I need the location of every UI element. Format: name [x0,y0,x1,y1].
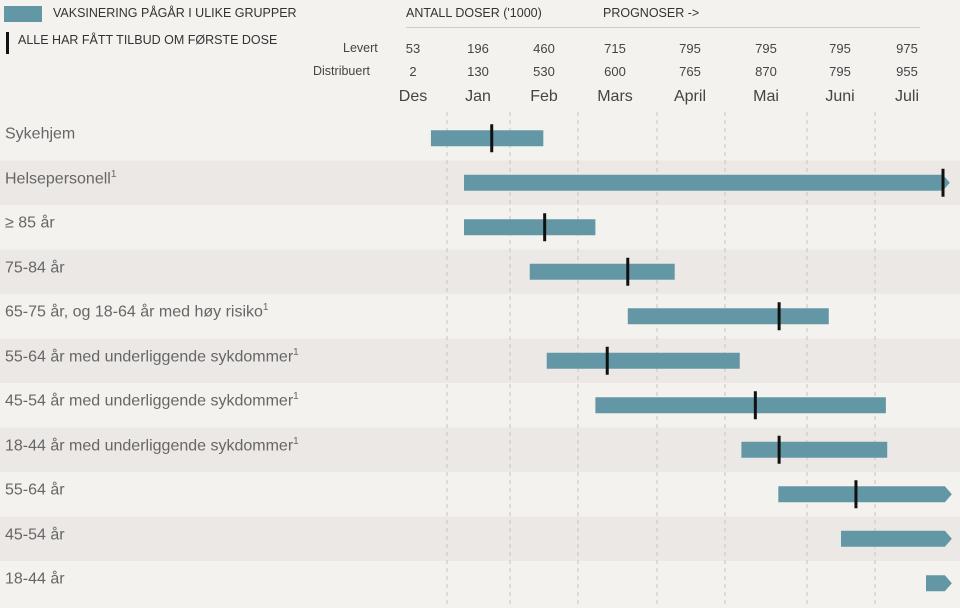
row-label-text: 65-75 år, og 18-64 år med høy risiko [5,303,263,321]
levert-value: 795 [755,41,777,56]
distribuert-value: 765 [679,64,701,79]
footnote-marker: 1 [293,346,299,358]
row-label: 55-64 år med underliggende sykdommer1 [5,347,299,366]
row-label-text: ≥ 85 år [5,214,55,232]
levert-value: 460 [533,41,555,56]
first-dose-marker [753,391,757,420]
month-label: Des [398,88,428,105]
vaccination-bar [546,352,740,369]
vaccination-bar [627,308,829,325]
footnote-marker: 1 [262,302,269,314]
distribuert-label: Distribuert [313,64,370,78]
row-label-text: 55-64 år [5,481,65,499]
vaccination-bar [464,174,950,191]
legend-marker-label: ALLE HAR FÅTT TILBUD OM FØRSTE DOSE [18,33,278,47]
distribuert-value: 130 [467,64,489,79]
vaccination-bar [595,397,886,414]
month-label: Mars [597,88,633,105]
row-label: 75-84 år [5,258,65,277]
first-dose-marker [626,257,630,286]
row-label: ≥ 85 år [5,213,55,232]
row-label-text: Helsepersonell [5,170,111,188]
row-label-text: 18-44 år [5,570,65,588]
legend-bar-swatch [4,6,42,22]
vaccination-bar [430,130,544,147]
levert-value: 975 [896,41,918,56]
row-label-text: Sykehjem [5,125,76,143]
vaccination-bar [778,486,952,503]
vaccination-bar [926,575,952,592]
first-dose-marker [490,124,494,153]
footnote-marker: 1 [293,391,299,403]
distribuert-value: 530 [533,64,555,79]
levert-value: 795 [829,41,851,56]
row-label: 18-44 år med underliggende sykdommer1 [5,436,299,455]
levert-value: 196 [467,41,489,56]
distribuert-value: 600 [604,64,626,79]
forecast-title: PROGNOSER -> [603,6,700,20]
row-band [0,249,960,294]
row-label: Sykehjem [5,124,75,143]
row-label-text: 75-84 år [5,259,65,277]
month-label: April [673,88,706,105]
distribuert-value: 795 [829,64,851,79]
row-label: 65-75 år, og 18-64 år med høy risiko1 [5,302,268,321]
distribuert-value: 2 [409,64,417,79]
month-label: Juli [894,88,919,105]
row-label-text: 45-54 år [5,526,65,544]
row-label-text: 18-44 år med underliggende sykdommer [5,437,294,455]
header-divider [406,27,920,28]
row-label-text: 45-54 år med underliggende sykdommer [5,392,294,410]
distribuert-value: 955 [896,64,918,79]
row-label: 45-54 år med underliggende sykdommer1 [5,391,299,410]
month-label: Mai [753,88,779,105]
vaccination-bar [464,219,596,236]
month-label: Feb [530,88,558,105]
legend-marker-swatch [6,32,9,54]
row-label-text: 55-64 år med underliggende sykdommer [5,348,294,366]
month-label: Juni [825,88,855,105]
distribuert-value: 870 [755,64,777,79]
levert-label: Levert [343,41,378,55]
legend-bar-label: VAKSINERING PÅGÅR I ULIKE GRUPPER [53,6,297,20]
levert-value: 715 [604,41,626,56]
first-dose-marker [543,213,547,242]
row-label: 55-64 år [5,480,65,499]
doses-title: ANTALL DOSER ('1000) [406,6,542,20]
vaccination-bar [741,441,888,458]
row-label: Helsepersonell1 [5,169,116,188]
vaccination-bar [529,263,675,280]
row-band [0,516,960,561]
first-dose-marker [777,435,781,464]
row-label: 45-54 år [5,525,65,544]
row-label: 18-44 år [5,569,65,588]
footnote-marker: 1 [110,168,117,180]
month-label: Jan [465,88,491,105]
first-dose-marker [605,346,609,375]
levert-value: 53 [405,41,421,56]
first-dose-marker [777,302,781,331]
first-dose-marker [941,168,945,197]
row-band [0,338,960,383]
levert-value: 795 [679,41,701,56]
footnote-marker: 1 [293,435,299,447]
first-dose-marker [854,480,858,509]
vaccination-bar [841,530,952,547]
